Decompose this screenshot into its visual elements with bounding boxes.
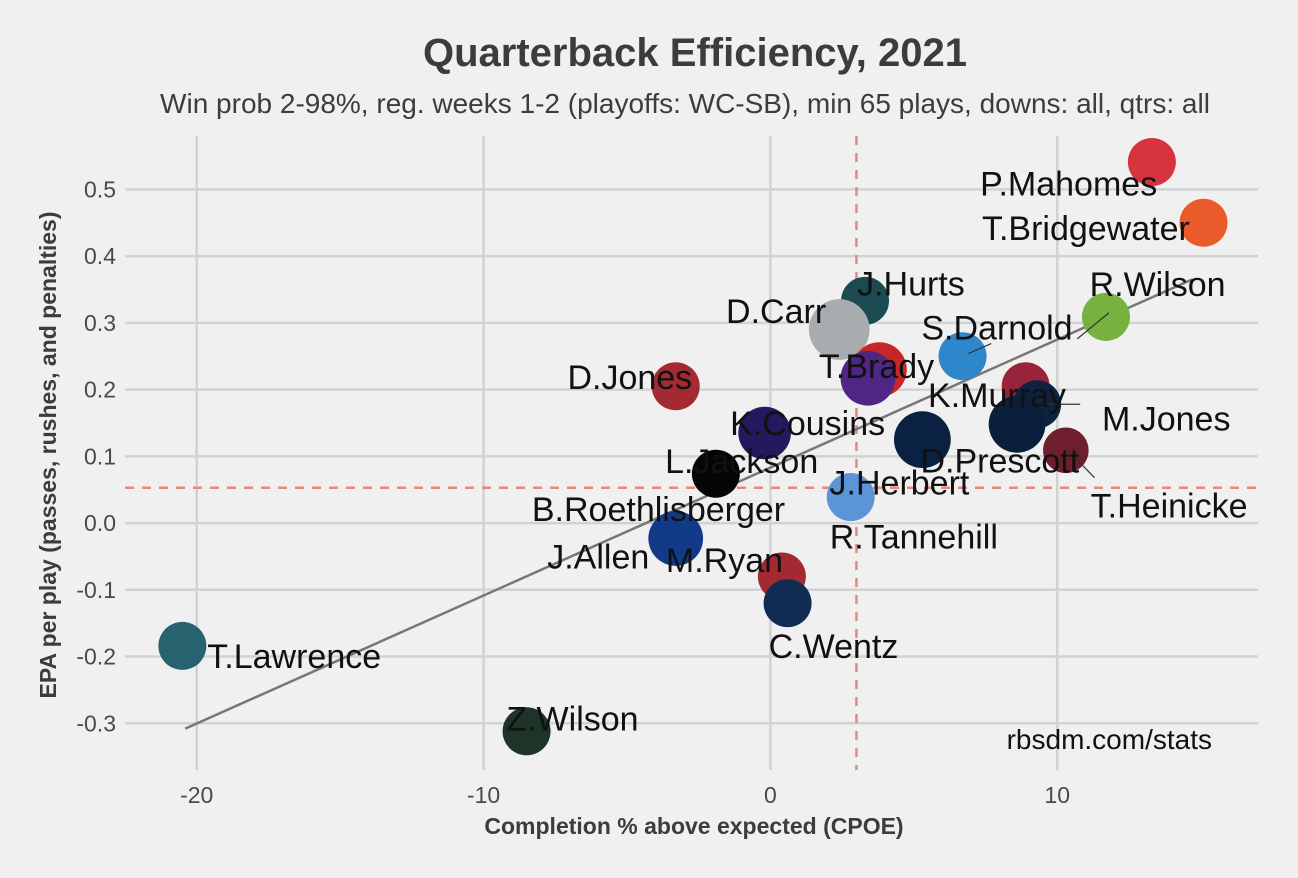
- x-tick-label: 0: [764, 782, 777, 808]
- qb-point: [738, 406, 791, 460]
- qb-label: Z.Wilson: [506, 701, 638, 739]
- qb-label: R.Wilson: [1090, 266, 1226, 304]
- y-tick-label: 0.4: [84, 243, 116, 269]
- x-tick-label: -10: [467, 782, 500, 808]
- qb-label: J.Hurts: [857, 265, 965, 303]
- qb-point: [808, 299, 870, 360]
- y-axis-title: EPA per play (passes, rushes, and penalt…: [35, 211, 61, 698]
- y-tick-label: 0.1: [84, 443, 116, 469]
- label-leader-line: [968, 343, 992, 355]
- qb-point: [988, 395, 1046, 453]
- qb-label: K.Murray: [928, 377, 1066, 415]
- qb-point: [763, 579, 812, 628]
- y-tick-label: -0.2: [76, 644, 116, 670]
- qb-point: [1179, 198, 1228, 247]
- qb-label: J.Allen: [547, 538, 649, 576]
- y-tick-label: 0.0: [84, 510, 116, 536]
- qb-point: [158, 621, 207, 670]
- qb-label: T.Bridgewater: [982, 210, 1190, 248]
- axis-ticks: -0.3 -0.2 -0.1 0.0 0.1 0.2 0.3 0.4 0.5 -20 -10 0 10: [76, 176, 1070, 808]
- qb-point: [1127, 138, 1176, 187]
- y-tick-label: -0.3: [76, 710, 116, 736]
- qb-point: [648, 511, 704, 566]
- qb-label: P.Mahomes: [980, 165, 1157, 203]
- qb-label: R.Tannehill: [830, 518, 998, 556]
- chart-caption: rbsdm.com/stats: [1007, 724, 1212, 755]
- qb-point: [1043, 427, 1089, 474]
- chart-title: Quarterback Efficiency, 2021: [423, 31, 967, 75]
- point-labels: P.Mahomes T.Bridgewater R.Wilson J.Hurts D.C…: [207, 165, 1247, 738]
- qb-point: [840, 350, 896, 406]
- qb-point: [502, 707, 551, 756]
- qb-point: [938, 332, 987, 381]
- qb-label: L.Jackson: [665, 443, 818, 481]
- x-tick-label: -20: [180, 782, 213, 808]
- x-axis-title: Completion % above expected (CPOE): [484, 813, 903, 839]
- qb-label: T.Lawrence: [207, 638, 381, 676]
- qb-label: D.Jones: [567, 359, 692, 397]
- qb-label: T.Brady: [819, 348, 934, 386]
- qb-label: C.Wentz: [769, 628, 899, 666]
- qb-point: [826, 473, 875, 522]
- qb-label: M.Ryan: [666, 542, 783, 580]
- y-tick-label: 0.2: [84, 377, 116, 403]
- reference-lines: [125, 136, 1258, 770]
- qb-label: D.Prescott: [920, 442, 1079, 480]
- qb-label: M.Jones: [1102, 400, 1231, 438]
- qb-label: D.Carr: [726, 293, 826, 331]
- qb-label: T.Heinicke: [1091, 488, 1248, 526]
- y-tick-label: 0.5: [84, 176, 116, 202]
- y-tick-label: -0.1: [76, 577, 116, 603]
- qb-label: J.Herbert: [830, 464, 970, 502]
- qb-point: [1081, 292, 1130, 341]
- trend-line: [184, 278, 1193, 730]
- qb-point: [894, 411, 951, 469]
- chart-subtitle: Win prob 2-98%, reg. weeks 1-2 (playoffs…: [160, 88, 1210, 119]
- label-leader-line: [1068, 450, 1095, 479]
- data-points: [158, 138, 1228, 756]
- y-tick-label: 0.3: [84, 310, 116, 336]
- qb-point: [651, 362, 700, 411]
- x-tick-label: 10: [1044, 782, 1070, 808]
- qb-label: B.Roethlisberger: [532, 491, 785, 529]
- qb-label: S.Darnold: [921, 310, 1072, 348]
- qb-point: [691, 449, 740, 498]
- label-leader-line: [1076, 312, 1110, 340]
- qb-label: K.Cousins: [730, 405, 885, 443]
